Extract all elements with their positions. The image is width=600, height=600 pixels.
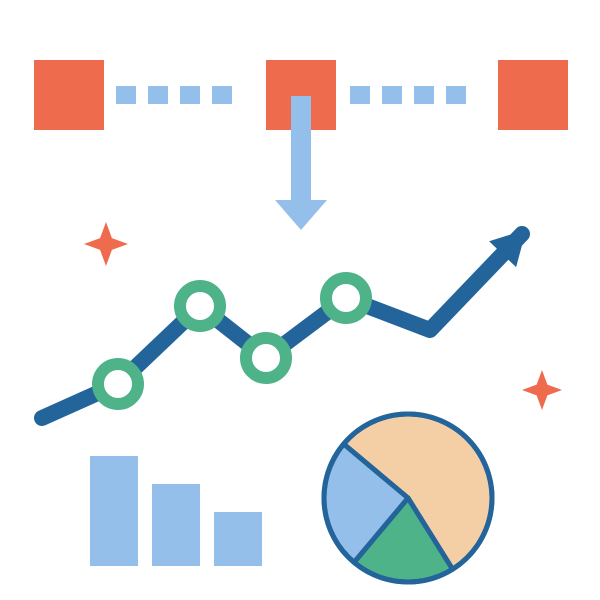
timeline-node — [34, 60, 104, 130]
trend-marker — [326, 278, 366, 318]
bar — [152, 484, 200, 566]
timeline-node — [498, 60, 568, 130]
timeline-dash — [350, 86, 370, 104]
timeline-dash — [414, 86, 434, 104]
timeline-dash — [382, 86, 402, 104]
bar — [90, 456, 138, 566]
trend-marker — [180, 286, 220, 326]
timeline-dash — [116, 86, 136, 104]
timeline-dash — [180, 86, 200, 104]
trend-marker — [246, 338, 286, 378]
analytics-infographic-icon — [0, 0, 600, 600]
timeline-dash — [148, 86, 168, 104]
trend-marker — [98, 364, 138, 404]
timeline-dash — [212, 86, 232, 104]
down-arrow-shaft — [291, 96, 311, 200]
timeline-dash — [446, 86, 466, 104]
bar — [214, 512, 262, 566]
